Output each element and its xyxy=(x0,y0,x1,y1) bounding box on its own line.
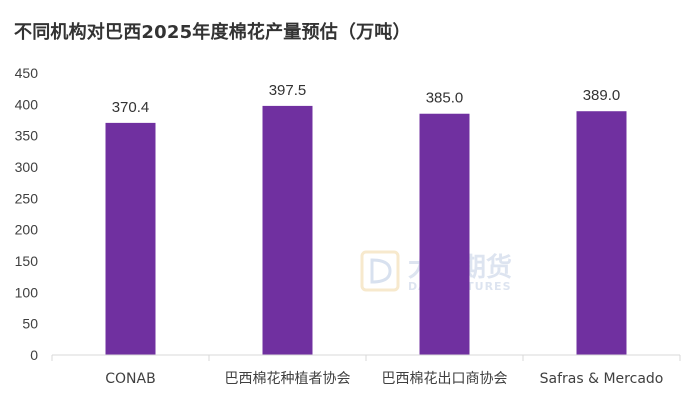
chart-title: 不同机构对巴西2025年度棉花产量预估（万吨） xyxy=(14,22,411,43)
data-label: 370.4 xyxy=(112,99,150,116)
y-tick-label: 150 xyxy=(15,253,39,269)
x-category-label: CONAB xyxy=(105,371,155,387)
data-labels-group: 370.4 397.5 385.0 389.0 xyxy=(112,82,621,116)
y-tick-label: 350 xyxy=(15,128,39,144)
x-category-label: Safras & Mercado xyxy=(540,371,664,387)
y-tick-label: 100 xyxy=(15,284,39,300)
watermark-logo-mark-icon xyxy=(370,258,392,284)
bar xyxy=(419,113,470,355)
y-tick-label: 400 xyxy=(15,96,39,112)
bar xyxy=(105,122,156,356)
y-tick-label: 300 xyxy=(15,159,39,175)
bars-group xyxy=(105,105,627,356)
bar xyxy=(576,111,627,355)
x-category-label: 巴西棉花种植者协会 xyxy=(225,370,351,387)
data-label: 397.5 xyxy=(269,82,307,99)
data-label: 385.0 xyxy=(426,90,464,107)
y-tick-label: 200 xyxy=(15,222,39,238)
y-tick-label: 0 xyxy=(30,347,38,363)
y-tick-label: 450 xyxy=(15,65,39,81)
y-tick-label: 250 xyxy=(15,190,39,206)
y-tick-label: 50 xyxy=(22,316,38,332)
watermark-logo-icon xyxy=(360,250,400,292)
bar xyxy=(262,105,313,356)
x-axis: CONAB 巴西棉花种植者协会 巴西棉花出口商协会 Safras & Mercado xyxy=(51,354,681,387)
y-axis: 0 50 100 150 200 250 300 350 400 450 xyxy=(15,65,39,363)
data-label: 389.0 xyxy=(583,87,621,104)
x-category-label: 巴西棉花出口商协会 xyxy=(382,370,508,387)
